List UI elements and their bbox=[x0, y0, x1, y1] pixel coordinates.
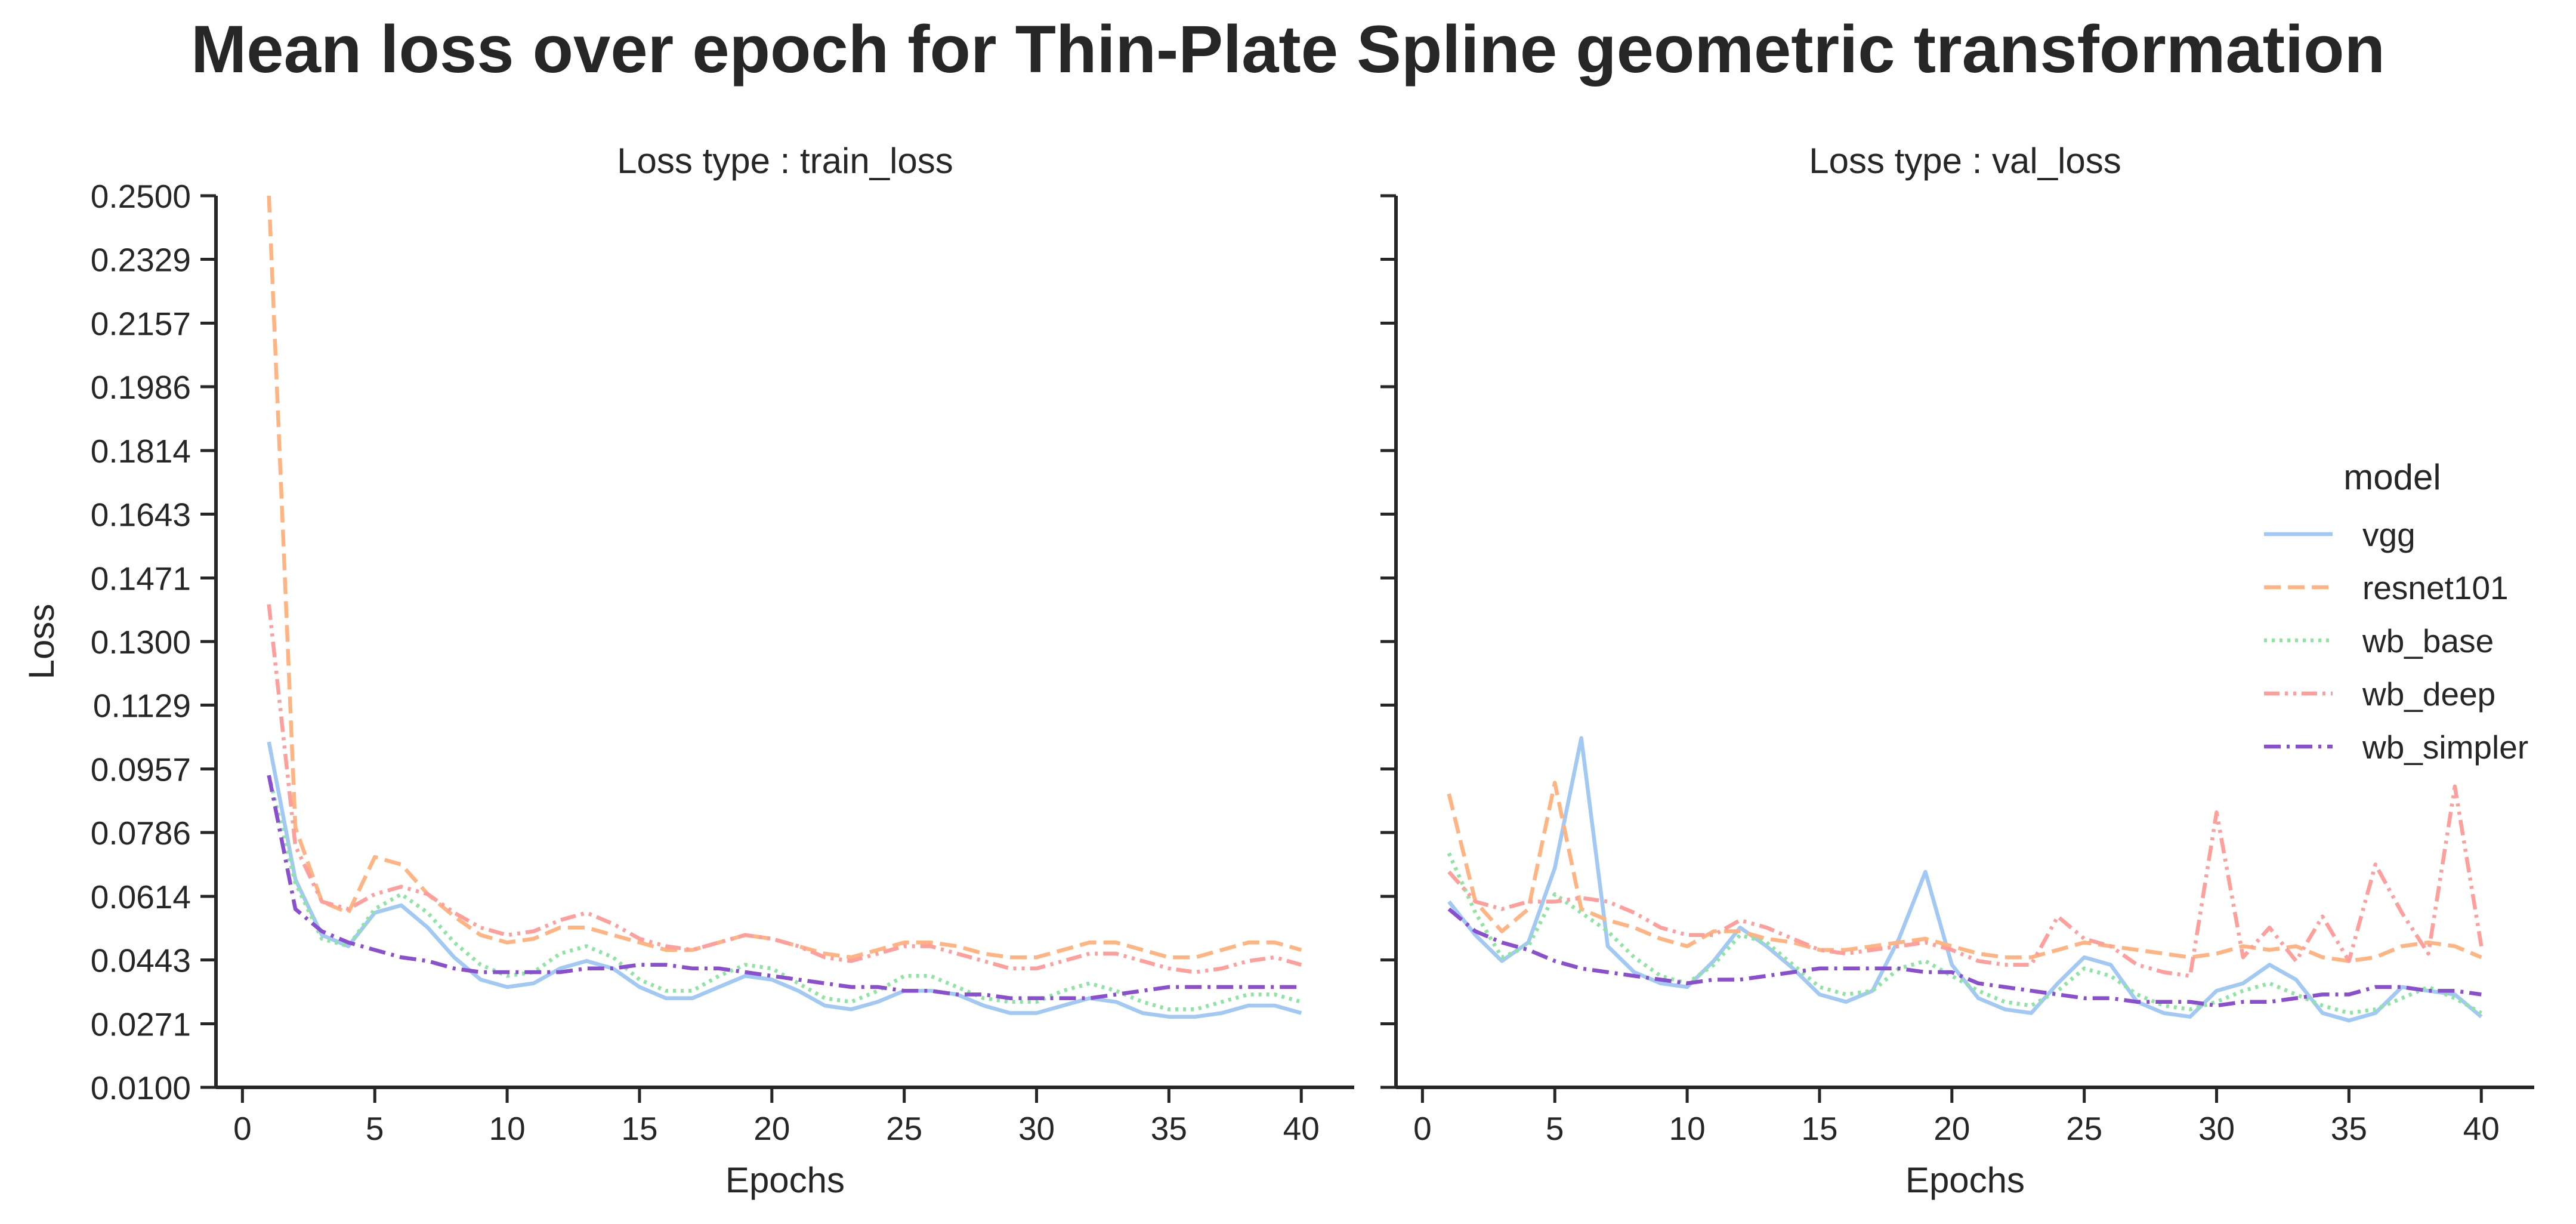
y-tick-label: 0.0100 bbox=[91, 1069, 191, 1106]
y-tick-label: 0.1986 bbox=[91, 369, 191, 406]
panel2-x-tick-label: 15 bbox=[1801, 1110, 1837, 1147]
y-tick-label: 0.1643 bbox=[91, 496, 191, 533]
panel1-x-tick-label: 0 bbox=[233, 1110, 252, 1147]
y-tick-label: 0.1814 bbox=[91, 433, 191, 470]
y-axis-label: Loss bbox=[21, 604, 61, 680]
legend-label-resnet101: resnet101 bbox=[2362, 569, 2509, 606]
y-tick-label: 0.0443 bbox=[91, 942, 191, 979]
panel2-title: Loss type : val_loss bbox=[1809, 141, 2121, 181]
legend-label-wb-deep: wb_deep bbox=[2362, 676, 2495, 713]
y-tick-label: 0.1300 bbox=[91, 624, 191, 661]
legend-label-vgg: vgg bbox=[2362, 516, 2416, 553]
y-tick-label: 0.2157 bbox=[91, 306, 191, 343]
legend-title: model bbox=[2343, 457, 2441, 497]
panel2-x-tick-label: 35 bbox=[2331, 1110, 2367, 1147]
panel1-series-wb-simpler bbox=[267, 775, 1302, 1000]
panel1-x-tick-label: 10 bbox=[489, 1110, 525, 1147]
panel2-x-tick-label: 40 bbox=[2463, 1110, 2500, 1147]
legend-label-wb-base: wb_base bbox=[2362, 622, 2494, 659]
y-tick-label: 0.2500 bbox=[91, 178, 191, 215]
panel1-x-tick-label: 40 bbox=[1283, 1110, 1320, 1147]
panel2-series-wb-base bbox=[1447, 852, 2482, 1015]
legend-label-wb-simpler: wb_simpler bbox=[2362, 729, 2528, 766]
panel2-x-tick-label: 10 bbox=[1669, 1110, 1705, 1147]
y-tick-label: 0.1129 bbox=[93, 687, 191, 724]
y-tick-label: 0.2329 bbox=[91, 241, 191, 278]
y-tick-label: 0.1471 bbox=[91, 560, 191, 597]
panel1-series-resnet101 bbox=[267, 195, 1302, 960]
figure-title: Mean loss over epoch for Thin-Plate Spli… bbox=[190, 12, 2385, 87]
panel1-title: Loss type : train_loss bbox=[617, 141, 953, 181]
y-tick-label: 0.0614 bbox=[91, 878, 191, 915]
panel2-x-tick-label: 25 bbox=[2066, 1110, 2102, 1147]
panel1-series-wb-deep bbox=[267, 604, 1302, 975]
panel2-x-tick-label: 30 bbox=[2198, 1110, 2235, 1147]
panel1-x-axis-label: Epochs bbox=[725, 1160, 845, 1200]
panel2-x-tick-label: 20 bbox=[1933, 1110, 1970, 1147]
y-tick-label: 0.0786 bbox=[91, 815, 191, 852]
panel2-series-vgg bbox=[1447, 736, 2483, 1023]
panel1-x-tick-label: 20 bbox=[753, 1110, 790, 1147]
y-tick-label: 0.0271 bbox=[91, 1006, 191, 1043]
panel1-x-tick-label: 5 bbox=[366, 1110, 384, 1147]
panel1-x-tick-label: 15 bbox=[621, 1110, 657, 1147]
panel1-series-wb-base bbox=[267, 775, 1302, 1012]
panel1-x-tick-label: 25 bbox=[886, 1110, 922, 1147]
panel2-series-wb-deep bbox=[1447, 784, 2484, 978]
panel1-x-tick-label: 30 bbox=[1018, 1110, 1055, 1147]
y-tick-label: 0.0957 bbox=[91, 751, 191, 788]
panel2-x-tick-label: 5 bbox=[1546, 1110, 1564, 1147]
panel1-series-vgg bbox=[267, 741, 1302, 1019]
panel2-x-tick-label: 0 bbox=[1413, 1110, 1432, 1147]
panel1-x-tick-label: 35 bbox=[1151, 1110, 1187, 1147]
panel2-series-resnet101 bbox=[1447, 781, 2482, 963]
panel2-x-axis-label: Epochs bbox=[1905, 1160, 2025, 1200]
